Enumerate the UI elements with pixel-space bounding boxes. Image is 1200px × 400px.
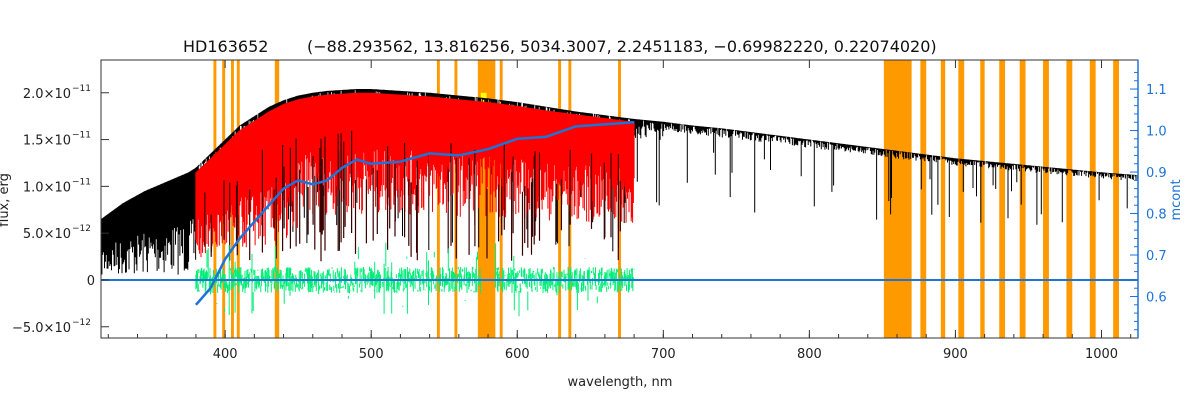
deep-absorption-lines [204,130,621,262]
y-tick-label: 2.0×10 [23,87,71,102]
mask-band [940,60,946,338]
y2-tick-label: 1.0 [1146,125,1167,140]
y-tick-label: 1.5×10 [23,134,71,149]
y-tick-exponent: −11 [72,131,91,141]
mask-band [999,60,1006,338]
y2-tick-label: 0.8 [1146,208,1167,223]
mask-band [958,60,965,338]
y-tick-label: 0 [87,274,95,289]
mask-band [1019,60,1026,338]
y-tick-label: −5.0×10 [12,321,71,336]
x-tick-label: 600 [505,347,530,362]
y-axis-title: flux, erg [0,173,12,227]
mask-band [1113,60,1120,338]
y-tick-exponent: −11 [72,84,91,94]
chart-title: HD163652 [183,37,268,56]
mask-band [980,60,985,338]
x-tick-label: 400 [213,347,238,362]
x-tick-label: 800 [797,347,822,362]
series-continuum [194,120,635,306]
x-tick-label: 900 [943,347,968,362]
y-tick-exponent: −12 [72,318,91,328]
x-tick-label: 500 [359,347,384,362]
y-tick-label: 1.0×10 [23,180,71,195]
x-axis-title: wavelength, nm [568,375,673,390]
y2-tick-label: 0.7 [1146,249,1167,264]
y2-tick-label: 0.9 [1146,166,1167,181]
mask-band [1043,60,1049,338]
series-model-flux [195,92,635,262]
y-tick-exponent: −12 [72,224,91,234]
y-tick-exponent: −11 [72,177,91,187]
y-tick-label: 5.0×10 [23,227,71,242]
y2-axis-title: mcont [1169,179,1184,220]
chart-subtitle: (−88.293562, 13.816256, 5034.3007, 2.245… [307,37,937,56]
mask-band [1089,60,1096,338]
plot-area [100,60,1139,338]
y2-axis: 0.6 0.7 0.8 0.9 1.0 1.1 [1130,60,1167,338]
mask-band [618,60,621,338]
y2-tick-label: 0.6 [1146,291,1167,306]
y2-tick-label: 1.1 [1146,83,1167,98]
model-flux-fill [195,92,635,258]
x-tick-label: 700 [651,347,676,362]
mask-band [883,60,912,338]
x-axis: 400 500 600 700 800 900 1000 [107,60,1132,362]
mask-band [920,60,927,338]
x-tick-label: 1000 [1085,347,1118,362]
mask-band [1066,60,1073,338]
mask-band [558,60,562,338]
